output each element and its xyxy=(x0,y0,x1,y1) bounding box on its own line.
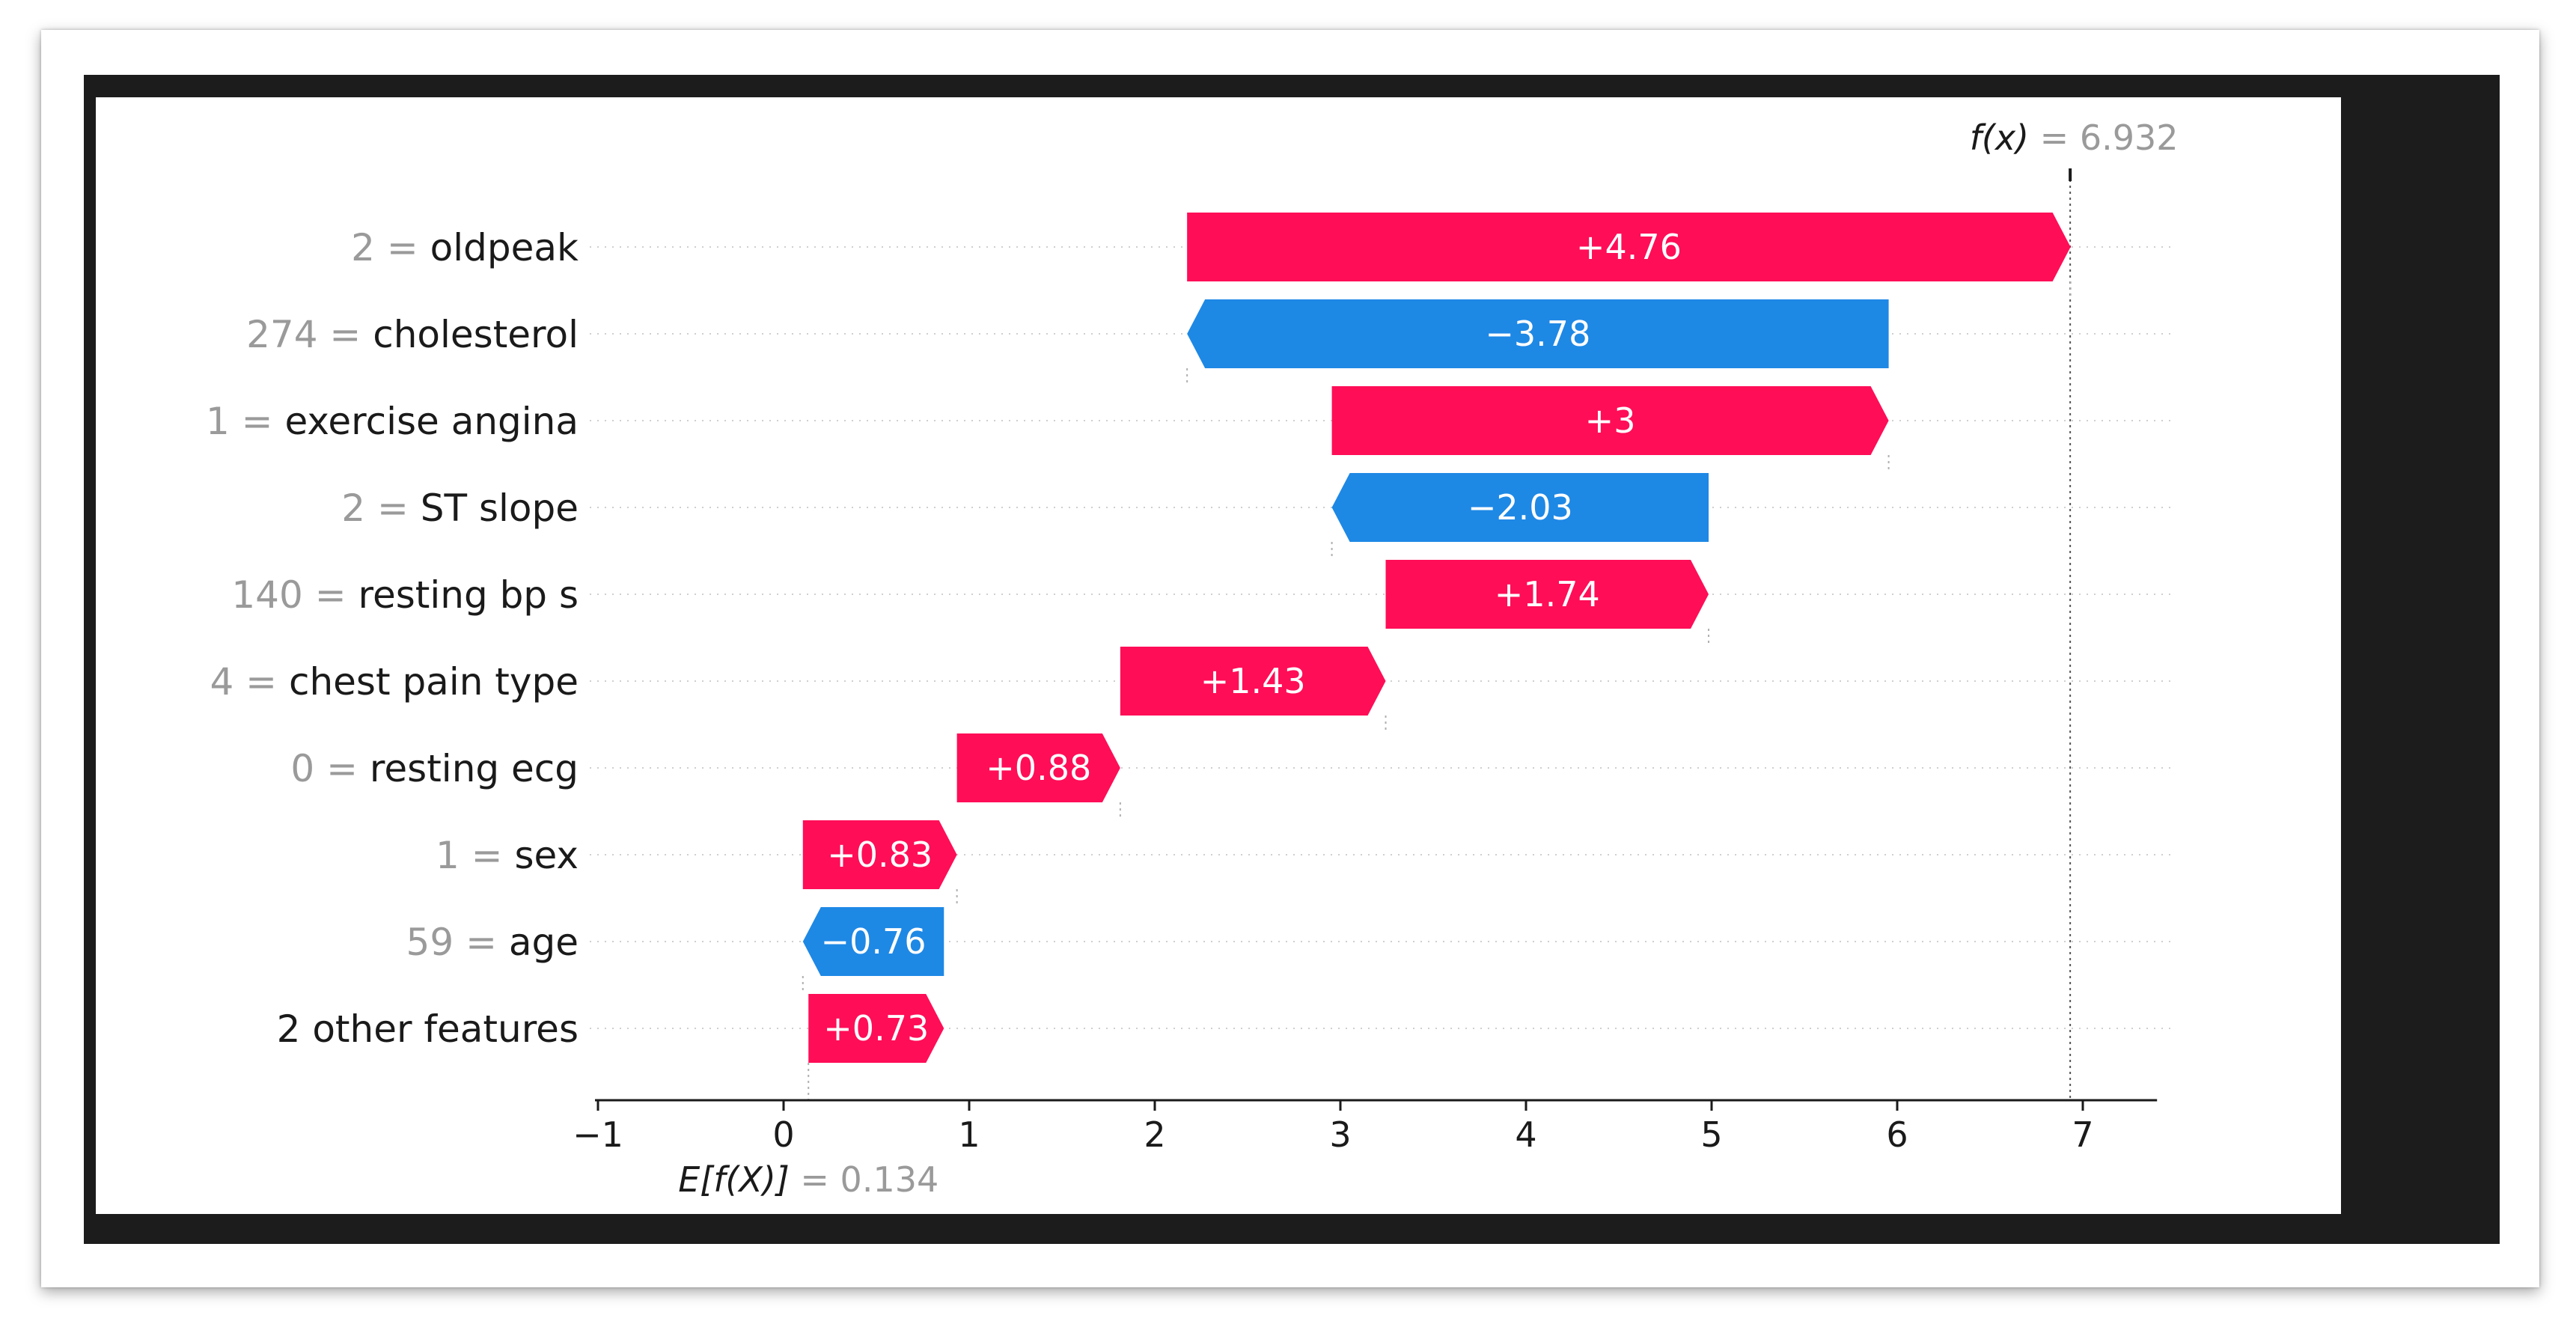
waterfall-bar xyxy=(956,733,1120,802)
bar-value-label: −0.76 xyxy=(821,921,927,962)
feature-name-text: 2 other features xyxy=(277,1007,579,1051)
feature-value-text: 0 = xyxy=(290,747,370,790)
bar-value-label: +1.43 xyxy=(1200,661,1306,701)
final-value-expression: f(x) xyxy=(1970,118,2029,158)
feature-label: 1 = exercise angina xyxy=(206,400,579,443)
feature-label: 274 = cholesterol xyxy=(246,313,579,356)
feature-name-text: exercise angina xyxy=(284,400,579,443)
feature-label: 4 = chest pain type xyxy=(210,660,579,704)
feature-value-text: 4 = xyxy=(210,660,289,704)
feature-name-text: age xyxy=(509,921,579,964)
x-tick-label: 6 xyxy=(1886,1114,1908,1155)
base-value-number: = 0.134 xyxy=(790,1159,938,1200)
waterfall-bar xyxy=(1331,473,1709,542)
feature-value-text: 59 = xyxy=(406,921,509,964)
bar-value-label: −2.03 xyxy=(1468,487,1573,528)
feature-name-text: ST slope xyxy=(421,486,579,530)
base-value-label: E[f(X)] = 0.134 xyxy=(678,1159,938,1200)
waterfall-bar xyxy=(802,907,944,976)
feature-label: 1 = sex xyxy=(436,834,579,877)
bar-value-label: +1.74 xyxy=(1495,574,1600,614)
feature-name-text: chest pain type xyxy=(289,660,579,704)
waterfall-bar xyxy=(1385,560,1709,629)
bar-value-label: −3.78 xyxy=(1485,314,1590,354)
waterfall-bar xyxy=(1187,213,2071,281)
x-tick-label: 7 xyxy=(2072,1114,2093,1155)
feature-name-text: resting ecg xyxy=(370,747,579,790)
feature-value-text: 1 = xyxy=(436,834,515,877)
feature-label: 0 = resting ecg xyxy=(290,747,579,790)
bar-value-label: +4.76 xyxy=(1576,227,1682,267)
waterfall-bar xyxy=(1120,647,1386,716)
feature-label: 2 other features xyxy=(277,1007,579,1051)
x-tick-label: 1 xyxy=(958,1114,980,1155)
feature-value-text: 274 = xyxy=(246,313,373,356)
x-tick-label: −1 xyxy=(573,1114,623,1155)
final-value-number: = 6.932 xyxy=(2029,118,2178,158)
waterfall-bar xyxy=(802,820,957,889)
x-tick-label: 5 xyxy=(1700,1114,1722,1155)
bar-value-label: +0.73 xyxy=(823,1008,929,1049)
waterfall-bar xyxy=(1331,386,1889,455)
feature-value-text: 2 = xyxy=(351,226,430,269)
x-tick-label: 0 xyxy=(772,1114,794,1155)
waterfall-bar xyxy=(1187,299,1889,368)
plot-area: +4.76 2 = oldpeak −3.78 274 = cholesterol +3… xyxy=(96,97,2341,1214)
feature-label: 2 = oldpeak xyxy=(351,226,579,269)
waterfall-bar xyxy=(808,994,944,1063)
x-tick-label: 3 xyxy=(1329,1114,1351,1155)
feature-value-text: 2 = xyxy=(341,486,421,530)
feature-name-text: oldpeak xyxy=(430,226,579,269)
bar-value-label: +3 xyxy=(1585,400,1636,441)
x-tick-label: 2 xyxy=(1144,1114,1165,1155)
feature-value-text: 1 = xyxy=(206,400,285,443)
feature-label: 140 = resting bp s xyxy=(231,573,579,617)
bar-value-label: +0.88 xyxy=(986,748,1091,788)
bar-value-label: +0.83 xyxy=(827,835,933,875)
feature-label: 59 = age xyxy=(406,921,579,964)
feature-name-text: sex xyxy=(514,834,579,877)
x-tick-label: 4 xyxy=(1515,1114,1536,1155)
base-value-expression: E[f(X)] xyxy=(678,1159,790,1200)
feature-label: 2 = ST slope xyxy=(341,486,579,530)
final-value-label: f(x) = 6.932 xyxy=(1970,118,2179,158)
feature-value-text: 140 = xyxy=(231,573,358,617)
feature-name-text: resting bp s xyxy=(358,573,579,617)
feature-name-text: cholesterol xyxy=(373,313,579,356)
